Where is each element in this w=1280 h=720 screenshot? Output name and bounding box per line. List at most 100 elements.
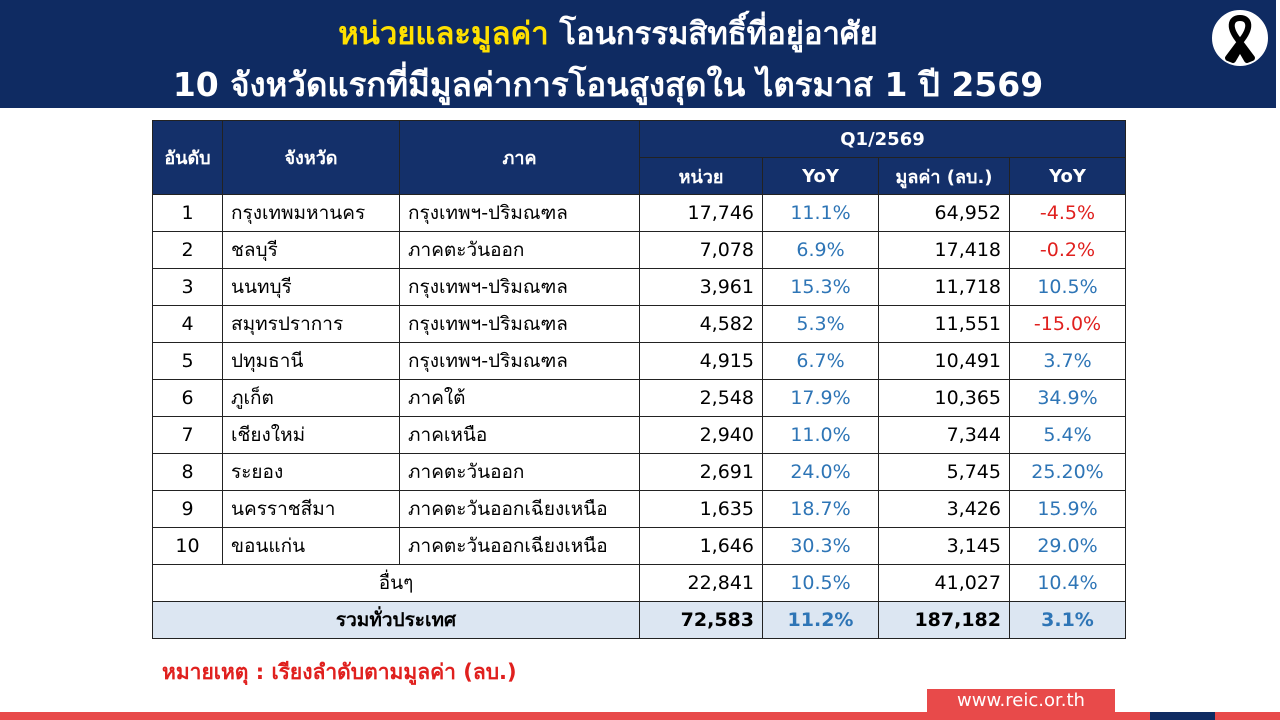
value-cell: 41,027 xyxy=(878,564,1010,602)
rank-cell: 1 xyxy=(152,194,223,232)
units-cell: 4,915 xyxy=(639,342,763,380)
units-yoy-cell: 11.2% xyxy=(762,601,879,639)
value-yoy-cell: 15.9% xyxy=(1009,490,1126,528)
region-cell: กรุงเทพฯ-ปริมณฑล xyxy=(399,342,640,380)
value-cell: 10,491 xyxy=(878,342,1010,380)
units-yoy-cell: 18.7% xyxy=(762,490,879,528)
units-cell: 22,841 xyxy=(639,564,763,602)
table-row: 1 กรุงเทพมหานคร กรุงเทพฯ-ปริมณฑล 17,746 11.1… xyxy=(152,194,1126,232)
header: หน่วยและมูลค่า โอนกรรมสิทธิ์ที่อยู่อาศัย… xyxy=(0,0,1276,108)
units-cell: 2,691 xyxy=(639,453,763,491)
value-cell: 187,182 xyxy=(878,601,1010,639)
units-yoy-cell: 11.0% xyxy=(762,416,879,454)
value-cell: 3,426 xyxy=(878,490,1010,528)
footer-url: www.reic.or.th xyxy=(927,689,1115,713)
table-row: 6 ภูเก็ต ภาคใต้ 2,548 17.9% 10,365 34.9% xyxy=(152,379,1126,417)
units-yoy-cell: 24.0% xyxy=(762,453,879,491)
value-cell: 7,344 xyxy=(878,416,1010,454)
units-yoy-cell: 17.9% xyxy=(762,379,879,417)
value-yoy-cell: 3.7% xyxy=(1009,342,1126,380)
header-cell: จังหวัด xyxy=(222,120,400,195)
rank-cell: 6 xyxy=(152,379,223,417)
label-cell: รวมทั่วประเทศ xyxy=(152,601,640,639)
value-cell: 64,952 xyxy=(878,194,1010,232)
value-cell: 11,718 xyxy=(878,268,1010,306)
units-cell: 17,746 xyxy=(639,194,763,232)
region-cell: ภาคเหนือ xyxy=(399,416,640,454)
header-cell: หน่วย xyxy=(639,157,763,195)
province-cell: ระยอง xyxy=(222,453,400,491)
units-cell: 4,582 xyxy=(639,305,763,343)
footer-bar xyxy=(0,712,1280,720)
province-cell: กรุงเทพมหานคร xyxy=(222,194,400,232)
province-cell: เชียงใหม่ xyxy=(222,416,400,454)
units-cell: 1,646 xyxy=(639,527,763,565)
table-row: 10 ขอนแก่น ภาคตะวันออกเฉียงเหนือ 1,646 30.3%… xyxy=(152,527,1126,565)
rank-cell: 4 xyxy=(152,305,223,343)
region-cell: กรุงเทพฯ-ปริมณฑล xyxy=(399,194,640,232)
label-cell: อื่นๆ xyxy=(152,564,640,602)
units-cell: 72,583 xyxy=(639,601,763,639)
title-highlight: หน่วยและมูลค่า xyxy=(338,16,549,52)
value-yoy-cell: 3.1% xyxy=(1009,601,1126,639)
region-cell: ภาคตะวันออกเฉียงเหนือ xyxy=(399,527,640,565)
province-cell: นครราชสีมา xyxy=(222,490,400,528)
header-cell: ภาค xyxy=(399,120,640,195)
value-yoy-cell: -0.2% xyxy=(1009,231,1126,269)
value-yoy-cell: 10.4% xyxy=(1009,564,1126,602)
value-yoy-cell: 25.20% xyxy=(1009,453,1126,491)
region-cell: ภาคใต้ xyxy=(399,379,640,417)
value-yoy-cell: 29.0% xyxy=(1009,527,1126,565)
province-cell: ภูเก็ต xyxy=(222,379,400,417)
units-yoy-cell: 30.3% xyxy=(762,527,879,565)
mourning-ribbon-icon xyxy=(1210,8,1270,68)
table-row: 4 สมุทรปราการ กรุงเทพฯ-ปริมณฑล 4,582 5.3% 11,… xyxy=(152,305,1126,343)
note: หมายเหตุ : เรียงลำดับตามมูลค่า (ลบ.) xyxy=(162,660,517,684)
title: หน่วยและมูลค่า โอนกรรมสิทธิ์ที่อยู่อาศัย xyxy=(0,8,1216,58)
table-row: 5 ปทุมธานี กรุงเทพฯ-ปริมณฑล 4,915 6.7% 10,491… xyxy=(152,342,1126,380)
title-rest: โอนกรรมสิทธิ์ที่อยู่อาศัย xyxy=(559,16,878,52)
region-cell: ภาคตะวันออกเฉียงเหนือ xyxy=(399,490,640,528)
units-yoy-cell: 15.3% xyxy=(762,268,879,306)
units-cell: 2,940 xyxy=(639,416,763,454)
rank-cell: 8 xyxy=(152,453,223,491)
rank-cell: 3 xyxy=(152,268,223,306)
value-cell: 17,418 xyxy=(878,231,1010,269)
region-cell: ภาคตะวันออก xyxy=(399,453,640,491)
table-row: 2 ชลบุรี ภาคตะวันออก 7,078 6.9% 17,418 -0.2% xyxy=(152,231,1126,269)
region-cell: ภาคตะวันออก xyxy=(399,231,640,269)
units-cell: 7,078 xyxy=(639,231,763,269)
province-cell: สมุทรปราการ xyxy=(222,305,400,343)
rank-cell: 5 xyxy=(152,342,223,380)
province-cell: นนทบุรี xyxy=(222,268,400,306)
units-yoy-cell: 6.9% xyxy=(762,231,879,269)
header-cell: Q1/2569 xyxy=(639,120,1126,158)
units-cell: 1,635 xyxy=(639,490,763,528)
units-yoy-cell: 11.1% xyxy=(762,194,879,232)
province-cell: ปทุมธานี xyxy=(222,342,400,380)
value-yoy-cell: 34.9% xyxy=(1009,379,1126,417)
value-yoy-cell: -15.0% xyxy=(1009,305,1126,343)
units-yoy-cell: 5.3% xyxy=(762,305,879,343)
footer-block xyxy=(1150,712,1215,720)
data-table: อันดับ จังหวัด ภาค Q1/2569 หน่วย YoY มูล… xyxy=(152,120,1126,639)
value-cell: 10,365 xyxy=(878,379,1010,417)
value-cell: 5,745 xyxy=(878,453,1010,491)
rank-cell: 7 xyxy=(152,416,223,454)
rank-cell: 10 xyxy=(152,527,223,565)
region-cell: กรุงเทพฯ-ปริมณฑล xyxy=(399,305,640,343)
table-row: 8 ระยอง ภาคตะวันออก 2,691 24.0% 5,745 25.20% xyxy=(152,453,1126,491)
subtitle: 10 จังหวัดแรกที่มีมูลค่าการโอนสูงสุดใน ไ… xyxy=(172,65,1044,104)
rank-cell: 2 xyxy=(152,231,223,269)
units-yoy-cell: 6.7% xyxy=(762,342,879,380)
header-cell: มูลค่า (ลบ.) xyxy=(878,157,1010,195)
province-cell: ชลบุรี xyxy=(222,231,400,269)
table-body: 1 กรุงเทพมหานคร กรุงเทพฯ-ปริมณฑล 17,746 11.1… xyxy=(152,194,1126,639)
units-yoy-cell: 10.5% xyxy=(762,564,879,602)
value-cell: 3,145 xyxy=(878,527,1010,565)
region-cell: กรุงเทพฯ-ปริมณฑล xyxy=(399,268,640,306)
table-row: 7 เชียงใหม่ ภาคเหนือ 2,940 11.0% 7,344 5.4% xyxy=(152,416,1126,454)
value-cell: 11,551 xyxy=(878,305,1010,343)
